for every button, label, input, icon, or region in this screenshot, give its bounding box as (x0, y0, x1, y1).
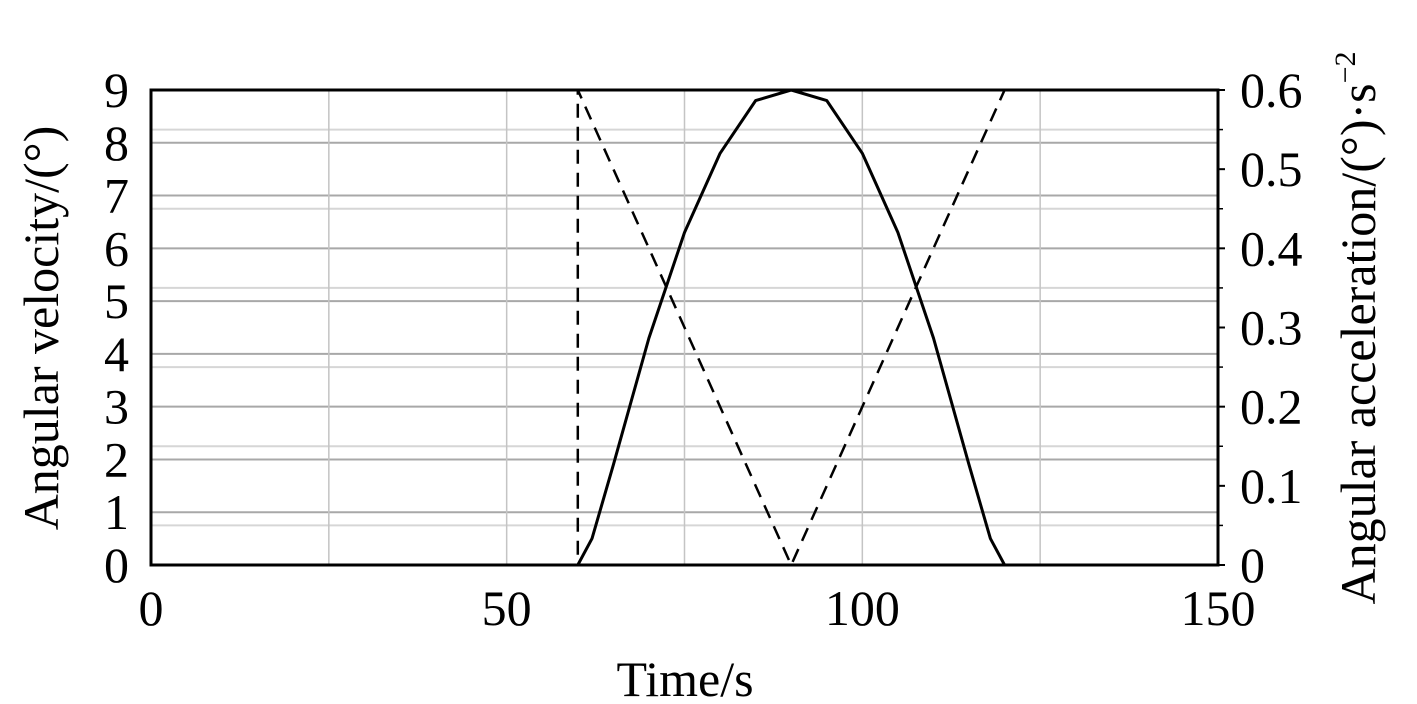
y-left-axis-title: Angular velocity/(°) (13, 126, 69, 531)
y-left-tick-label: 9 (104, 62, 129, 118)
y-right-axis-title-main: Angular acceleration/(°)·s (1330, 83, 1386, 604)
y-right-tick-label: 0.6 (1240, 62, 1303, 118)
y-left-tick-label: 7 (104, 168, 129, 224)
x-tick-label: 0 (139, 580, 164, 636)
y-left-tick-label: 4 (104, 326, 129, 382)
y-right-tick-label: 0.5 (1240, 141, 1303, 197)
y-right-axis-title: Angular acceleration/(°)·s−2 (1329, 51, 1386, 604)
label-layer: Time/s Angular velocity/(°) Angular acce… (13, 51, 1386, 704)
y-right-tick-label: 0.2 (1240, 379, 1303, 435)
grid-layer (151, 90, 1218, 565)
x-tick-label: 50 (482, 580, 532, 636)
y-left-tick-label: 6 (104, 220, 129, 276)
x-axis-title: Time/s (616, 651, 753, 704)
y-left-tick-label: 2 (104, 431, 129, 487)
y-left-tick-label: 0 (104, 537, 129, 593)
x-tick-label: 150 (1181, 580, 1256, 636)
y-left-tick-label: 3 (104, 379, 129, 435)
y-right-tick-label: 0.3 (1240, 300, 1303, 356)
y-right-tick-label: 0.4 (1240, 220, 1303, 276)
angular-acceleration-line (151, 88, 1006, 567)
y-right-tick-label: 0.1 (1240, 458, 1303, 514)
y-left-tick-label: 5 (104, 273, 129, 329)
y-left-tick-label: 1 (104, 484, 129, 540)
y-right-tick-label: 0 (1240, 537, 1265, 593)
y-right-axis-title-exponent: −2 (1329, 51, 1362, 83)
y-left-tick-label: 8 (104, 115, 129, 171)
x-tick-label: 100 (825, 580, 900, 636)
